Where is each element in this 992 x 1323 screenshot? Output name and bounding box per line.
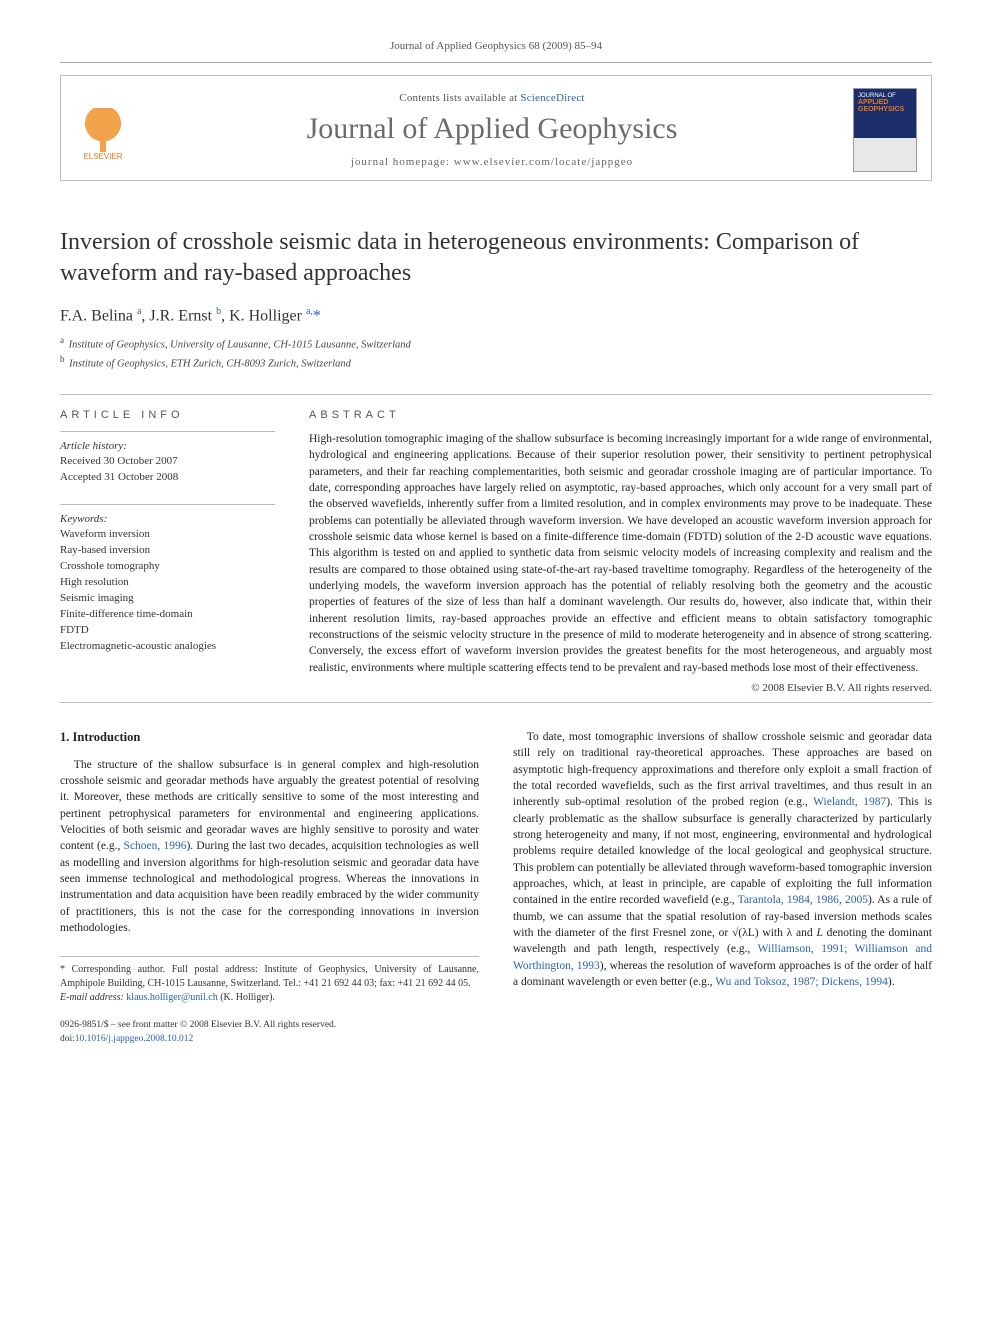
para: The structure of the shallow subsurface … <box>60 757 479 937</box>
keyword: FDTD <box>60 623 275 639</box>
para: To date, most tomographic inversions of … <box>513 729 932 990</box>
keyword: Electromagnetic-acoustic analogies <box>60 639 275 655</box>
corresponding-email-link[interactable]: klaus.holliger@unil.ch <box>126 992 217 1003</box>
body-col-left: 1. Introduction The structure of the sha… <box>60 729 479 1046</box>
article-info-heading: ARTICLE INFO <box>60 409 275 421</box>
elsevier-label: ELSEVIER <box>83 152 122 161</box>
elsevier-tree-icon <box>81 108 125 152</box>
history-received: Received 30 October 2007 <box>60 454 275 470</box>
abstract-heading: ABSTRACT <box>309 409 932 421</box>
email-label: E-mail address: <box>60 992 124 1003</box>
doi-link[interactable]: 10.1016/j.jappgeo.2008.10.012 <box>75 1034 193 1044</box>
journal-cover-thumb: JOURNAL OF APPLIED GEOPHYSICS <box>853 88 917 172</box>
body-col-right: To date, most tomographic inversions of … <box>513 729 932 1046</box>
abstract-body: High-resolution tomographic imaging of t… <box>309 431 932 676</box>
affiliation-b: b Institute of Geophysics, ETH Zurich, C… <box>60 353 932 372</box>
keyword: High resolution <box>60 575 275 591</box>
affiliation-a: a Institute of Geophysics, University of… <box>60 334 932 353</box>
keyword: Seismic imaging <box>60 591 275 607</box>
cover-line2: APPLIED <box>858 99 912 106</box>
elsevier-logo: ELSEVIER <box>75 99 131 161</box>
article-title: Inversion of crosshole seismic data in h… <box>60 227 932 288</box>
corresponding-author-note: * Corresponding author. Full postal addr… <box>60 963 479 991</box>
keywords-heading: Keywords: <box>60 504 275 525</box>
body-columns: 1. Introduction The structure of the sha… <box>60 702 932 1046</box>
history-accepted: Accepted 31 October 2008 <box>60 470 275 486</box>
abstract-copyright: © 2008 Elsevier B.V. All rights reserved… <box>309 682 932 694</box>
issn-line: 0926-9851/$ – see front matter © 2008 El… <box>60 1019 479 1032</box>
contents-line: Contents lists available at ScienceDirec… <box>145 92 839 104</box>
journal-header-box: ELSEVIER Contents lists available at Sci… <box>60 75 932 181</box>
article-info-column: ARTICLE INFO Article history: Received 3… <box>60 409 275 694</box>
doi-line: doi:10.1016/j.jappgeo.2008.10.012 <box>60 1033 479 1046</box>
affiliations: a Institute of Geophysics, University of… <box>60 334 932 372</box>
journal-name: Journal of Applied Geophysics <box>145 112 839 146</box>
cover-line3: GEOPHYSICS <box>858 106 912 113</box>
authors: F.A. Belina a, J.R. Ernst b, K. Holliger… <box>60 306 932 325</box>
keyword: Waveform inversion <box>60 527 275 543</box>
keyword: Crosshole tomography <box>60 559 275 575</box>
meta-row: ARTICLE INFO Article history: Received 3… <box>60 394 932 694</box>
footnote-block: * Corresponding author. Full postal addr… <box>60 956 479 1005</box>
journal-homepage: journal homepage: www.elsevier.com/locat… <box>145 156 839 168</box>
history-heading: Article history: <box>60 440 275 452</box>
section-title: 1. Introduction <box>60 729 479 747</box>
keyword: Finite-difference time-domain <box>60 607 275 623</box>
email-paren: (K. Holliger). <box>220 992 275 1003</box>
top-rule <box>60 62 932 63</box>
contents-prefix: Contents lists available at <box>399 92 520 104</box>
sciencedirect-link[interactable]: ScienceDirect <box>520 92 584 104</box>
corresponding-email-line: E-mail address: klaus.holliger@unil.ch (… <box>60 991 479 1005</box>
running-head: Journal of Applied Geophysics 68 (2009) … <box>60 40 932 52</box>
page-footer: 0926-9851/$ – see front matter © 2008 El… <box>60 1019 479 1046</box>
abstract-column: ABSTRACT High-resolution tomographic ima… <box>309 409 932 694</box>
keyword: Ray-based inversion <box>60 543 275 559</box>
header-mid: Contents lists available at ScienceDirec… <box>145 92 839 168</box>
doi-label: doi: <box>60 1034 75 1044</box>
